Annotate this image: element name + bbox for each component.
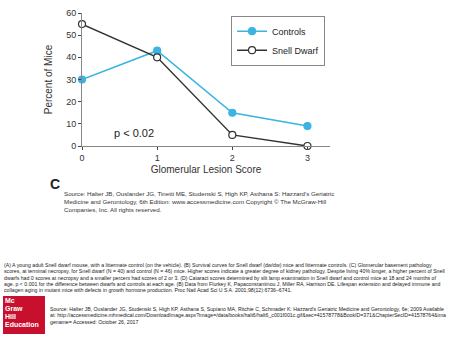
svg-text:1: 1 <box>155 153 160 163</box>
svg-text:0: 0 <box>71 141 76 151</box>
svg-text:Snell Dwarf: Snell Dwarf <box>272 46 319 56</box>
html-text:Source: Halter JB, Ouslander J: Source: Halter JB, Ouslander JG, Studens… <box>50 306 446 325</box>
html-text:(A) A young adult Snell dwarf: (A) A young adult Snell dwarf mouse, wit… <box>4 262 445 294</box>
html-text:C: C <box>50 176 61 192</box>
svg-text:Percent of Mice: Percent of Mice <box>43 44 54 114</box>
svg-text:Controls: Controls <box>272 27 306 37</box>
svg-text:40: 40 <box>66 52 76 62</box>
svg-text:10: 10 <box>66 119 76 129</box>
svg-text:3: 3 <box>305 153 310 163</box>
html-text:Mc: Mc <box>5 297 15 304</box>
html-text:Graw: Graw <box>5 305 23 312</box>
svg-text:Glomerular Lesion Score: Glomerular Lesion Score <box>151 164 262 175</box>
html-text:Hill: Hill <box>5 313 16 320</box>
svg-text:2: 2 <box>230 153 235 163</box>
svg-text:p < 0.02: p < 0.02 <box>114 127 154 139</box>
html-text:Source: Halter JB, Ouslander J: Source: Halter JB, Ouslander JG, Tinetti… <box>64 190 335 213</box>
svg-text:50: 50 <box>66 30 76 40</box>
svg-text:20: 20 <box>66 97 76 107</box>
svg-text:60: 60 <box>66 8 76 18</box>
svg-text:30: 30 <box>66 75 76 85</box>
svg-text:0: 0 <box>79 153 84 163</box>
html-text:Education: Education <box>5 321 39 328</box>
